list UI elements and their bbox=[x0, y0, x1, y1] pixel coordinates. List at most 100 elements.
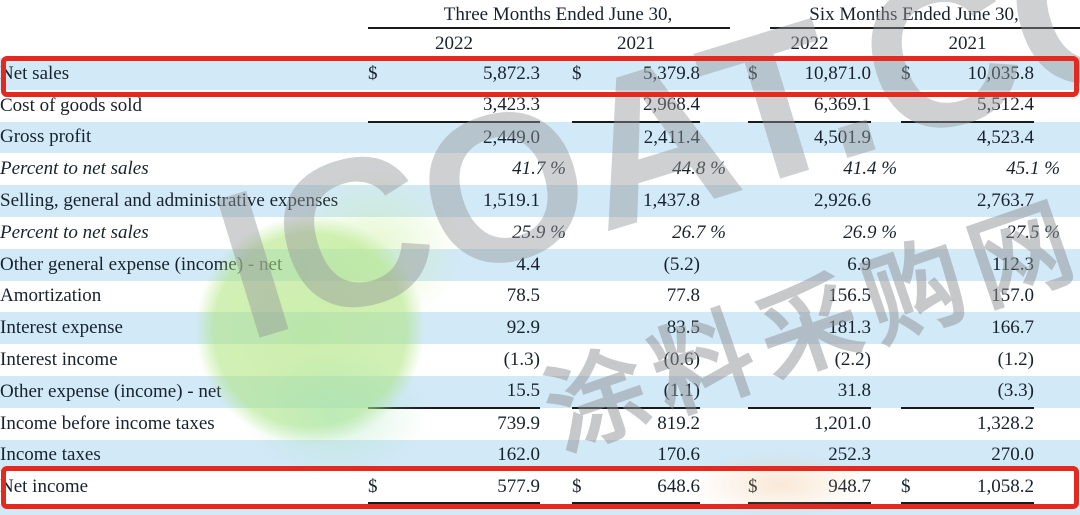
value-text: 948.7 bbox=[828, 475, 872, 497]
value-cell: 1,328.2 bbox=[929, 408, 1034, 440]
row-label: Net sales bbox=[0, 58, 368, 90]
value-cell: 157.0 bbox=[929, 281, 1034, 313]
row-end-pad bbox=[1034, 185, 1080, 217]
dollar-sign-cell bbox=[748, 281, 776, 313]
value-text: 26.9 % bbox=[843, 221, 898, 243]
dollar-sign-cell bbox=[901, 375, 930, 409]
dollar-sign-cell bbox=[572, 248, 600, 281]
column-gap bbox=[540, 58, 572, 90]
value-cell: 2,411.4 bbox=[600, 121, 700, 154]
dollar-sign-cell bbox=[368, 121, 410, 154]
column-gap bbox=[700, 375, 749, 408]
value-cell: 2,926.6 bbox=[776, 185, 872, 217]
value-text: 1,201.0 bbox=[814, 413, 872, 435]
column-gap bbox=[540, 281, 572, 313]
dollar-sign-cell: $ bbox=[572, 471, 600, 505]
dollar-sign-cell bbox=[901, 281, 929, 313]
group-header-row: Three Months Ended June 30, Six Months E… bbox=[0, 0, 1080, 30]
row-end-pad bbox=[1034, 121, 1080, 154]
dollar-sign-cell bbox=[572, 281, 600, 313]
value-text: 1,058.2 bbox=[977, 475, 1035, 497]
value-text: (3.3) bbox=[997, 380, 1035, 402]
column-gap bbox=[540, 471, 572, 503]
value-cell: 41.4 % bbox=[776, 153, 897, 185]
column-gap bbox=[700, 312, 749, 345]
dollar-sign-cell bbox=[368, 281, 410, 313]
value-text: 41.7 % bbox=[512, 158, 566, 180]
value-cell: 166.7 bbox=[929, 312, 1035, 345]
value-cell: 26.7 % bbox=[600, 217, 726, 249]
table-body: Net sales $5,872.3 $5,379.8 $10,871.0 $10,03… bbox=[0, 58, 1080, 505]
dollar-sign-cell bbox=[748, 439, 777, 472]
value-cell: 5,379.8 bbox=[600, 58, 700, 90]
column-gap bbox=[871, 30, 901, 58]
dollar-sign-cell bbox=[748, 312, 777, 345]
value-cell: 4,523.4 bbox=[929, 121, 1035, 154]
dollar-sign-cell bbox=[368, 344, 410, 376]
value-cell: (0.6) bbox=[600, 344, 700, 376]
value-cell: 78.5 bbox=[410, 281, 540, 313]
value-cell: 10,035.8 bbox=[929, 58, 1035, 90]
dollar-sign-cell bbox=[368, 312, 410, 345]
row-label: Income taxes bbox=[0, 439, 368, 472]
dollar-sign-cell bbox=[572, 121, 600, 154]
value-cell: 5,512.4 bbox=[929, 89, 1035, 123]
dollar-sign-cell bbox=[368, 439, 410, 472]
dollar-sign-cell: $ bbox=[901, 58, 930, 90]
value-text: 156.5 bbox=[828, 285, 872, 307]
value-cell: (3.3) bbox=[929, 375, 1035, 409]
table-row: Other expense (income) - net 15.5 (1.1) 31.… bbox=[0, 375, 1080, 409]
dollar-sign-cell: $ bbox=[368, 471, 410, 505]
column-gap bbox=[540, 344, 572, 376]
value-text: 2,763.7 bbox=[977, 190, 1035, 212]
table-header: Three Months Ended June 30, Six Months E… bbox=[0, 0, 1080, 58]
column-gap bbox=[871, 312, 902, 345]
label-column-header bbox=[0, 0, 368, 30]
value-text: 819.2 bbox=[657, 413, 700, 435]
group-header-three-months: Three Months Ended June 30, bbox=[368, 0, 748, 30]
dollar-sign-cell bbox=[901, 89, 930, 123]
value-cell: 577.9 bbox=[410, 471, 540, 505]
table-row: Gross profit 2,449.0 2,411.4 4,501.9 4,523.4 bbox=[0, 121, 1080, 154]
row-label: Interest income bbox=[0, 349, 118, 371]
dollar-sign-cell: $ bbox=[368, 58, 410, 90]
column-gap bbox=[540, 121, 572, 154]
value-text: 77.8 bbox=[666, 285, 700, 307]
row-label: Net income bbox=[0, 476, 89, 498]
value-text: 648.6 bbox=[657, 475, 700, 497]
table-row: Net income $577.9 $648.6 $948.7 $1,058.2 bbox=[0, 471, 1080, 505]
value-text: 577.9 bbox=[497, 475, 540, 497]
row-end-pad bbox=[1034, 30, 1080, 58]
dollar-sign-cell bbox=[572, 153, 600, 185]
dollar-sign-cell bbox=[901, 312, 930, 345]
value-cell: 10,871.0 bbox=[776, 58, 872, 90]
column-gap bbox=[871, 439, 902, 472]
value-text: 92.9 bbox=[506, 317, 540, 339]
dollar-sign-cell bbox=[368, 408, 410, 440]
value-text: 181.3 bbox=[828, 317, 872, 339]
value-text: (1.3) bbox=[503, 349, 540, 371]
dollar-sign-cell bbox=[748, 217, 776, 249]
column-gap bbox=[700, 185, 749, 217]
row-end-pad bbox=[1034, 58, 1080, 90]
value-text: 15.5 bbox=[506, 380, 540, 402]
value-text: 112.3 bbox=[991, 253, 1035, 275]
value-text: 270.0 bbox=[991, 444, 1035, 466]
column-gap bbox=[700, 90, 748, 122]
column-gap bbox=[540, 30, 572, 58]
value-text: (0.6) bbox=[663, 349, 700, 371]
year-header-2022-h: 2022 bbox=[790, 33, 829, 54]
value-text: 162.0 bbox=[497, 444, 540, 466]
column-gap bbox=[700, 248, 749, 281]
dollar-sign-cell bbox=[901, 217, 929, 249]
value-cell: 252.3 bbox=[776, 439, 872, 472]
dollar-sign-cell bbox=[572, 217, 600, 249]
row-end-pad bbox=[1034, 312, 1080, 345]
column-gap bbox=[871, 344, 901, 376]
column-gap bbox=[871, 408, 901, 440]
dollar-sign-cell bbox=[748, 408, 776, 440]
row-label: Income before income taxes bbox=[0, 412, 215, 434]
value-cell: 15.5 bbox=[410, 375, 540, 409]
